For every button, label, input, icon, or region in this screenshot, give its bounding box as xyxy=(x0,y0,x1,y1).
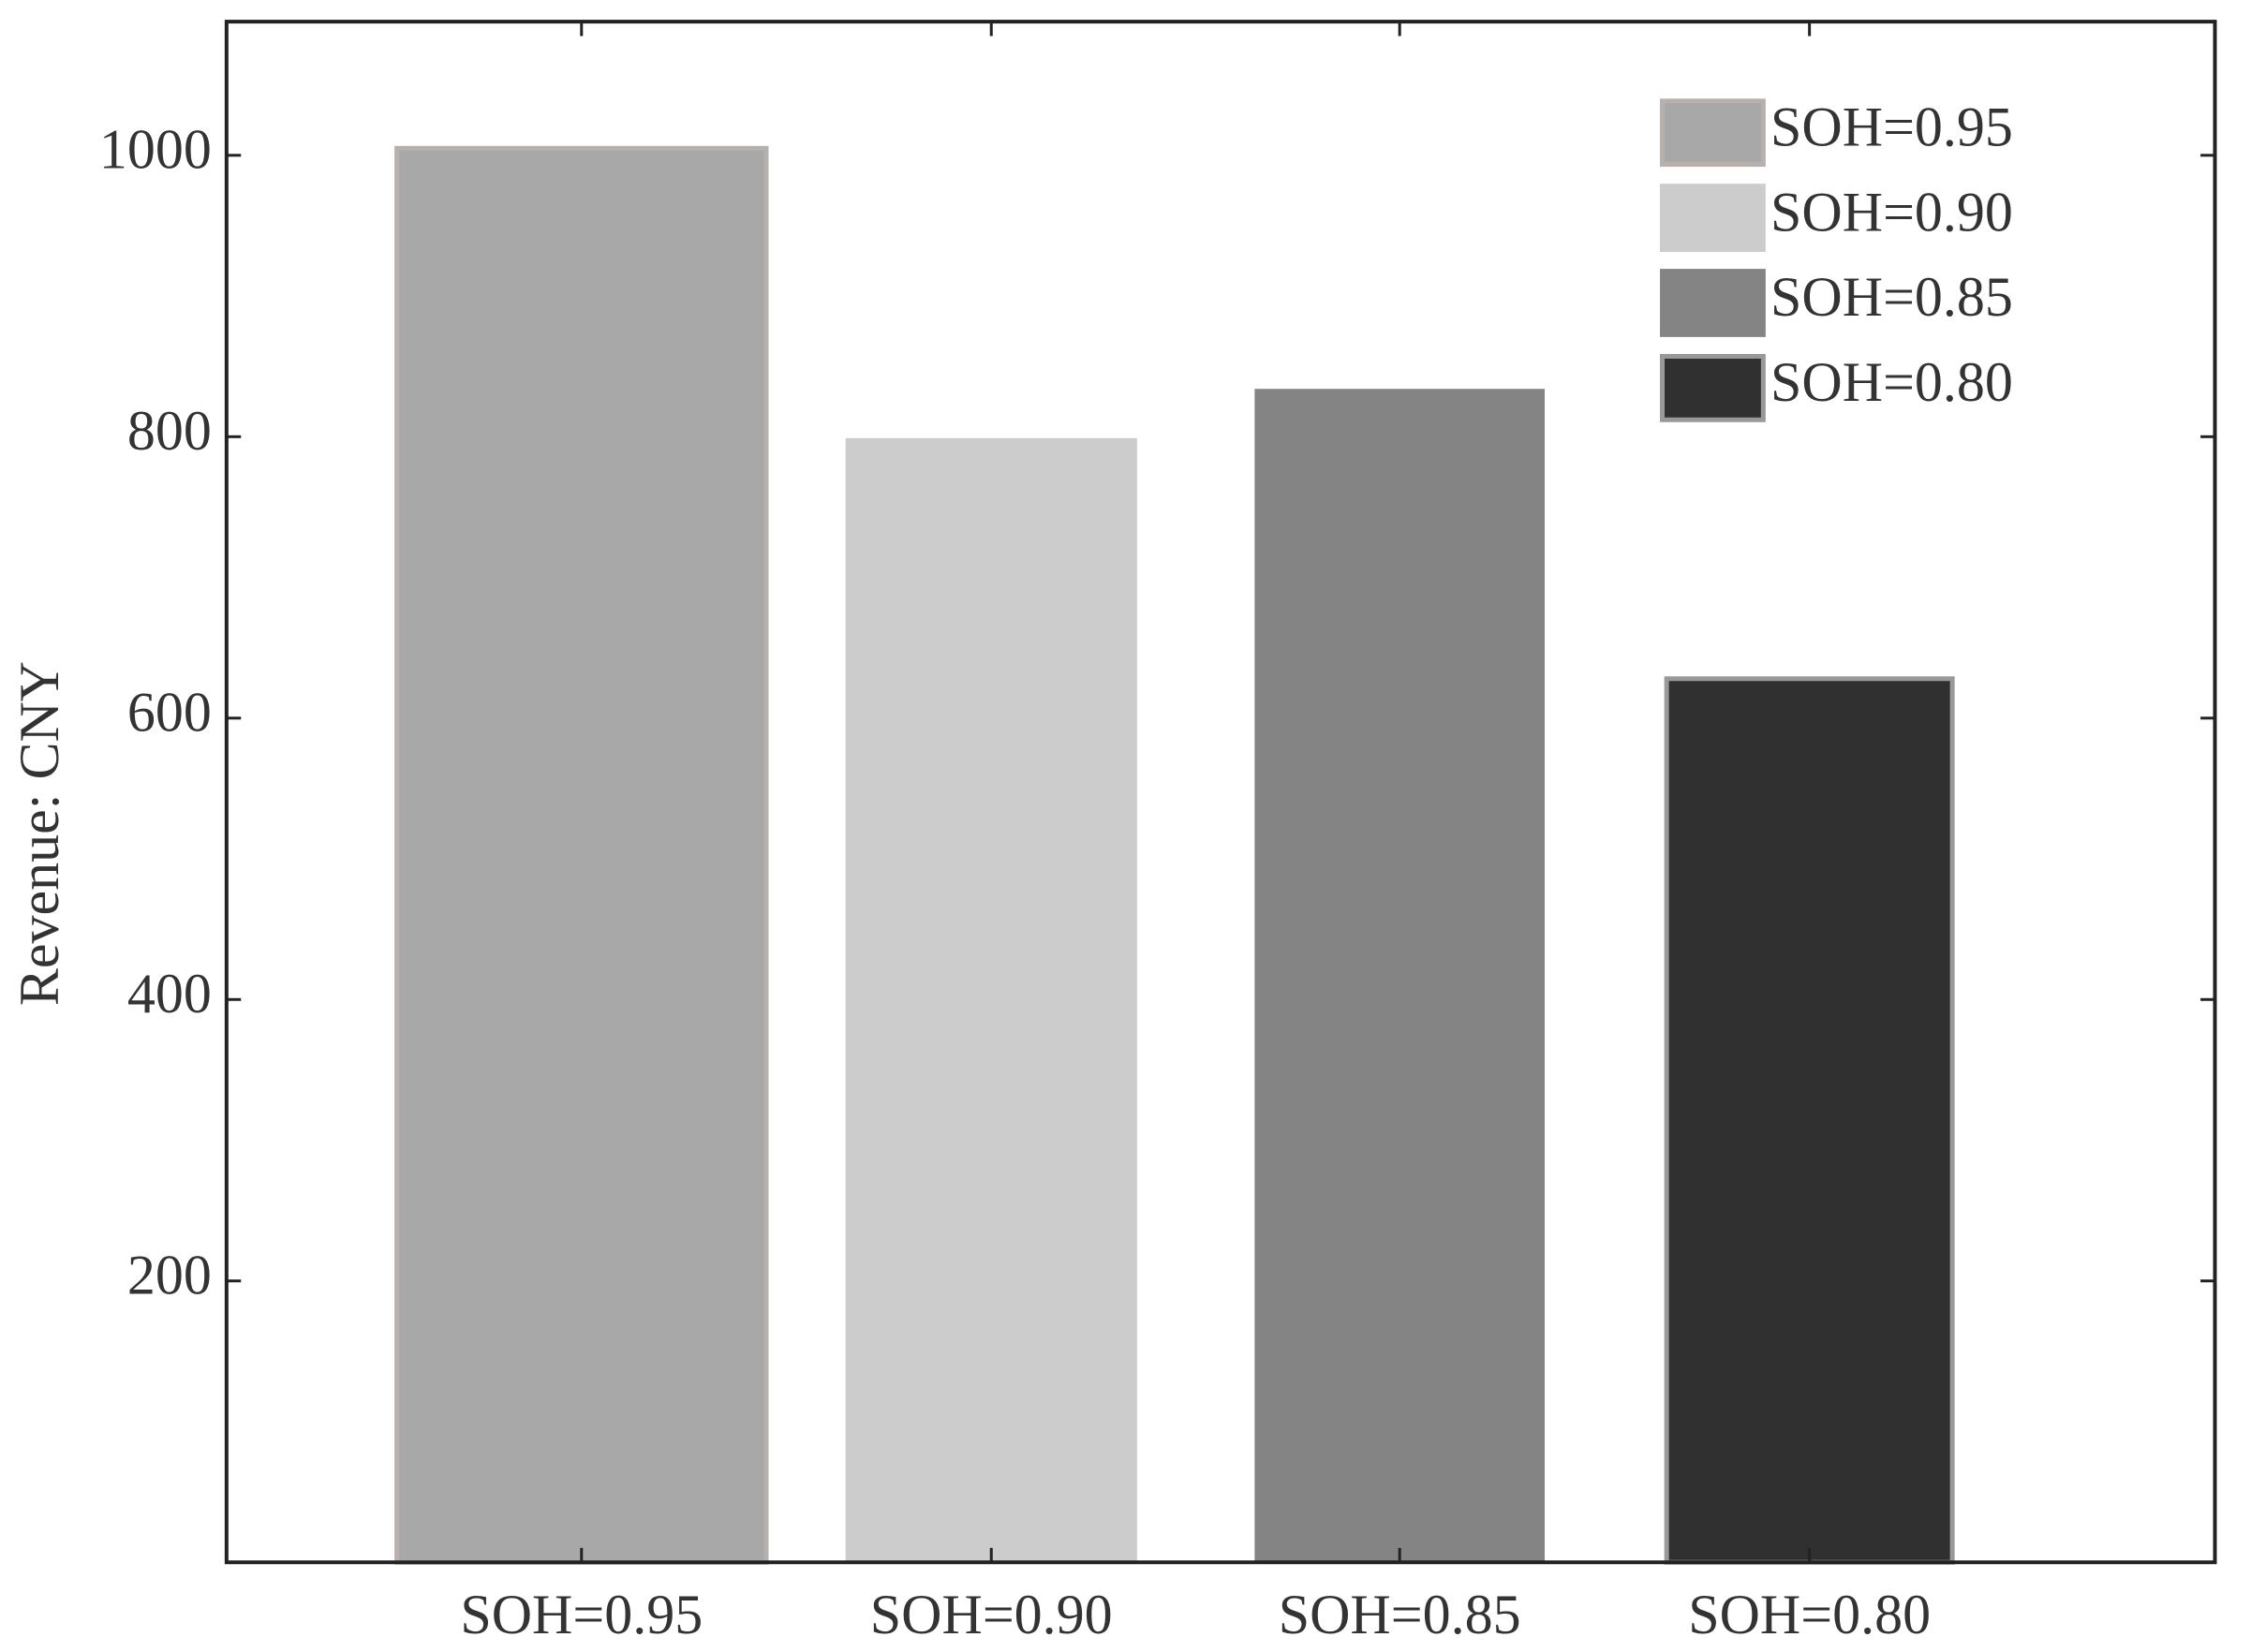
y-tick-label: 800 xyxy=(127,400,212,462)
bar xyxy=(1664,676,1955,1565)
legend-label: SOH=0.85 xyxy=(1770,266,2013,328)
legend-swatch xyxy=(1660,98,1766,168)
x-tick-label: SOH=0.85 xyxy=(1279,1584,1521,1645)
y-tick-label: 200 xyxy=(127,1245,212,1306)
legend-label: SOH=0.90 xyxy=(1770,181,2013,243)
y-axis-label: Revenue: CNY xyxy=(8,661,70,1006)
x-tick-label: SOH=0.90 xyxy=(870,1584,1113,1645)
bar xyxy=(845,437,1137,1563)
y-tick-label: 600 xyxy=(127,682,212,744)
legend-label: SOH=0.95 xyxy=(1770,96,2013,157)
bar xyxy=(1254,389,1545,1563)
x-tick-label: SOH=0.95 xyxy=(460,1584,703,1645)
bar xyxy=(394,145,769,1565)
y-tick-label: 1000 xyxy=(99,119,212,181)
legend-swatch xyxy=(1660,353,1766,422)
legend-swatch xyxy=(1660,184,1766,252)
legend-label: SOH=0.80 xyxy=(1770,351,2013,413)
plot-frame xyxy=(224,20,2217,1565)
y-tick-label: 400 xyxy=(127,963,212,1025)
x-tick-label: SOH=0.80 xyxy=(1688,1584,1931,1645)
legend-swatch xyxy=(1660,269,1766,337)
